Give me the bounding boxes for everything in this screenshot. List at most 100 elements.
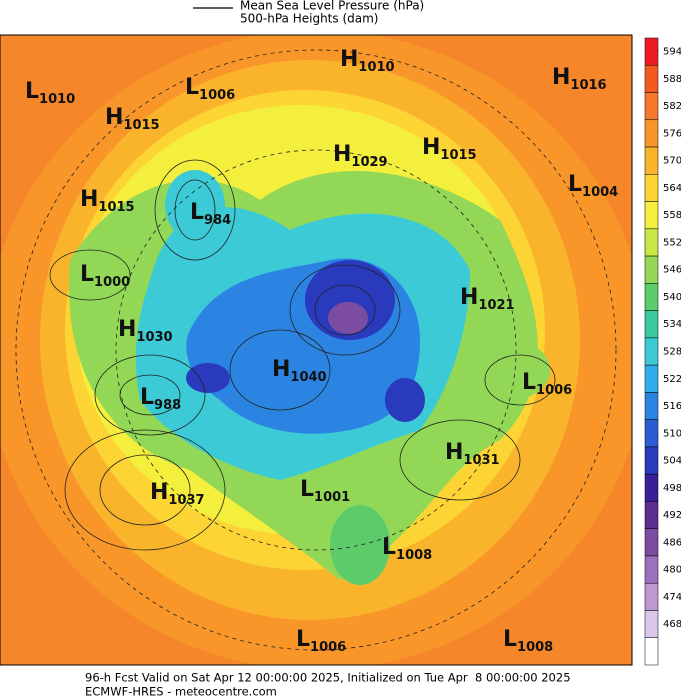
center-kind: H <box>272 357 290 382</box>
map <box>0 34 633 666</box>
colorbar-tick-label: 558 <box>663 210 681 221</box>
colorbar-cell <box>644 337 659 366</box>
footer-source: ECMWF-HRES - meteocentre.com <box>85 685 277 699</box>
center-kind: L <box>382 535 396 560</box>
colorbar-cell <box>644 582 659 611</box>
center-value: 1030 <box>136 330 172 345</box>
center-value: 1016 <box>570 78 606 93</box>
colorbar-cell <box>644 255 659 284</box>
center-value: 1037 <box>168 493 204 508</box>
pressure-center: H1021 <box>460 285 515 313</box>
center-value: 1040 <box>290 370 326 385</box>
center-kind: L <box>25 79 39 104</box>
colorbar-cell <box>644 92 659 121</box>
colorbar-cell <box>644 283 659 311</box>
center-value: 1006 <box>310 640 346 655</box>
center-kind: L <box>296 627 310 652</box>
colorbar-tick-label: 486 <box>663 537 681 548</box>
colorbar-tick-label: 516 <box>663 401 681 412</box>
pressure-center: H1030 <box>118 317 173 345</box>
center-kind: L <box>185 75 199 100</box>
center-kind: H <box>340 47 358 72</box>
colorbar-cell <box>644 473 659 502</box>
colorbar-cell <box>644 610 659 638</box>
pressure-center: H1031 <box>445 440 500 468</box>
pressure-center: H1040 <box>272 357 327 385</box>
center-value: 1008 <box>517 640 553 655</box>
pressure-center: L1008 <box>503 627 553 655</box>
colorbar-cell <box>644 37 659 66</box>
colorbar-tick-label: 588 <box>663 74 681 85</box>
center-value: 1010 <box>358 60 394 75</box>
center-kind: L <box>190 200 204 225</box>
pressure-center: L1006 <box>522 370 572 398</box>
center-kind: H <box>118 317 136 342</box>
center-value: 1006 <box>199 88 235 103</box>
pressure-center: H1015 <box>422 135 477 163</box>
colorbar-tick-label: 552 <box>663 237 681 248</box>
center-value: 1008 <box>396 548 432 563</box>
center-value: 1029 <box>351 155 387 170</box>
colorbar-cell <box>644 528 659 557</box>
colorbar-tick-label: 570 <box>663 156 681 167</box>
colorbar-tick-label: 504 <box>663 456 681 467</box>
colorbar-cell <box>644 228 659 257</box>
center-value: 1031 <box>463 453 499 468</box>
colorbar-cell <box>644 446 659 475</box>
colorbar-tick-label: 480 <box>663 565 681 576</box>
center-kind: L <box>568 172 582 197</box>
center-kind: L <box>140 385 154 410</box>
center-kind: L <box>300 477 314 502</box>
colorbar-cell <box>644 146 659 175</box>
center-value: 1004 <box>582 185 618 200</box>
center-value: 984 <box>204 213 231 228</box>
colorbar-tick-label: 582 <box>663 101 681 112</box>
pressure-center: L1000 <box>80 262 130 290</box>
colorbar-tick-label: 576 <box>663 128 681 139</box>
center-value: 1010 <box>39 92 75 107</box>
legend-heights: 500-hPa Heights (dam) <box>240 12 378 26</box>
pressure-center: H1037 <box>150 480 205 508</box>
center-kind: H <box>422 135 440 160</box>
colorbar-cell <box>644 555 659 584</box>
colorbar-cell <box>644 119 659 148</box>
colorbar-tick-label: 564 <box>663 183 681 194</box>
colorbar-tick-label: 498 <box>663 483 681 494</box>
pressure-center: H1016 <box>552 65 607 93</box>
colorbar-tick-label: 546 <box>663 265 681 276</box>
pressure-center: H1015 <box>80 187 135 215</box>
center-kind: H <box>333 142 351 167</box>
center-value: 1015 <box>123 118 159 133</box>
colorbar-tick-label: 534 <box>663 319 681 330</box>
center-kind: H <box>552 65 570 90</box>
footer-valid: 96-h Fcst Valid on Sat Apr 12 00:00:00 2… <box>85 671 571 685</box>
pressure-center: L1010 <box>25 79 75 107</box>
center-value: 1021 <box>478 298 514 313</box>
colorbar-cell <box>644 392 659 420</box>
pressure-center: H1029 <box>333 142 388 170</box>
colorbar-cell <box>644 310 659 339</box>
center-kind: H <box>150 480 168 505</box>
pressure-center: L1006 <box>296 627 346 655</box>
colorbar-cell <box>644 65 659 93</box>
colorbar-cell <box>644 501 659 529</box>
center-kind: L <box>522 370 536 395</box>
colorbar-cell <box>644 419 659 448</box>
colorbar-tick-label: 528 <box>663 347 681 358</box>
center-kind: H <box>445 440 463 465</box>
colorbar-tick-label: 474 <box>663 592 681 603</box>
colorbar-cell <box>644 201 659 230</box>
center-kind: H <box>105 105 123 130</box>
colorbar-tick-label: 510 <box>663 428 681 439</box>
center-value: 1015 <box>440 148 476 163</box>
center-kind: H <box>80 187 98 212</box>
colorbar-tick-label: 492 <box>663 510 681 521</box>
center-value: 1001 <box>314 490 350 505</box>
legend-pressure: Mean Sea Level Pressure (hPa) <box>240 0 424 13</box>
colorbar-tick-label: 468 <box>663 619 681 630</box>
pressure-center: L984 <box>190 200 231 228</box>
pressure-center: H1015 <box>105 105 160 133</box>
colorbar-tick-label: 522 <box>663 374 681 385</box>
